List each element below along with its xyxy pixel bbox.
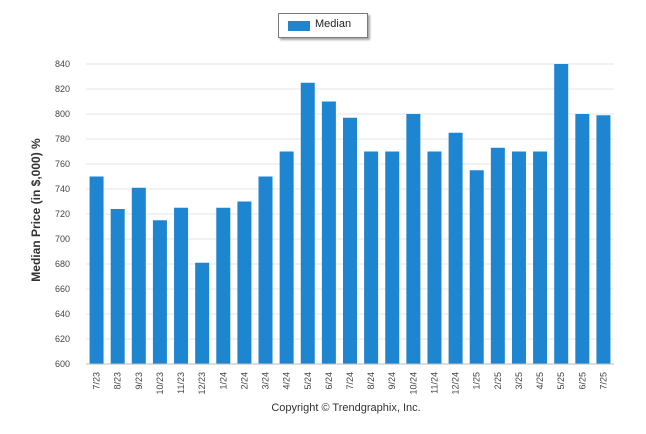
bar-5-25 [554, 64, 569, 364]
y-tick-label: 640 [55, 309, 70, 319]
y-tick-label: 720 [55, 209, 70, 219]
bar-8-23 [110, 209, 125, 364]
x-tick-label: 8/23 [113, 372, 123, 390]
x-tick-label: 5/25 [556, 372, 566, 390]
y-tick-label: 740 [55, 184, 70, 194]
bar-12-24 [448, 132, 463, 364]
y-tick-label: 760 [55, 159, 70, 169]
x-tick-label: 8/24 [366, 372, 376, 390]
y-tick-label: 600 [55, 359, 70, 369]
bar-7-24 [343, 117, 357, 364]
y-axis-title: Median Price (in $,000) % [29, 138, 43, 282]
bar-1-25 [469, 170, 484, 364]
bar-9-24 [385, 151, 400, 364]
x-tick-label: 11/23 [176, 372, 186, 394]
bar-1-24 [216, 207, 231, 364]
x-tick-label: 4/24 [282, 372, 292, 390]
x-tick-label: 7/25 [598, 372, 608, 390]
bar-5-24 [300, 82, 315, 364]
y-tick-label: 800 [55, 109, 70, 119]
y-tick-label: 820 [55, 84, 70, 94]
bar-6-25 [575, 114, 590, 364]
x-tick-label: 11/24 [429, 372, 439, 394]
bars [89, 64, 611, 364]
bar-3-25 [511, 151, 526, 364]
copyright-text: Copyright © Trendgraphix, Inc. [271, 402, 421, 414]
y-tick-label: 780 [55, 134, 70, 144]
bar-10-24 [406, 114, 421, 364]
bar-8-24 [364, 151, 379, 364]
bar-11-23 [174, 207, 189, 364]
y-tick-label: 660 [55, 284, 70, 294]
x-tick-label: 12/24 [451, 372, 461, 395]
x-tick-label: 1/25 [472, 372, 482, 390]
bar-6-24 [321, 101, 336, 364]
x-tick-label: 10/23 [155, 372, 165, 395]
x-tick-label: 2/25 [493, 372, 503, 390]
bar-7-23 [89, 176, 104, 364]
legend-swatch-median [288, 21, 310, 31]
x-tick-label: 9/24 [387, 372, 397, 390]
x-tick-label: 5/24 [303, 372, 313, 390]
y-tick-label: 840 [55, 59, 70, 69]
x-tick-label: 6/24 [324, 372, 334, 390]
x-tick-label: 10/24 [408, 372, 418, 395]
legend-label-median: Median [315, 18, 352, 30]
bar-11-24 [427, 151, 442, 364]
x-tick-label: 6/25 [577, 372, 587, 390]
bar-2-24 [237, 201, 252, 364]
bar-4-25 [533, 151, 548, 364]
y-tick-label: 680 [55, 259, 70, 269]
legend: Median [278, 13, 368, 38]
y-tick-label: 620 [55, 334, 70, 344]
x-tick-label: 12/23 [197, 372, 207, 395]
bar-3-24 [258, 176, 273, 364]
y-axis-ticks: 600 620 640 660 680 700 720 740 760 780 800 820 840 [55, 59, 70, 369]
x-tick-label: 7/24 [345, 372, 355, 390]
bar-4-24 [279, 151, 294, 364]
bar-9-23 [131, 187, 146, 364]
x-tick-label: 3/25 [514, 372, 524, 390]
bar-10-23 [152, 220, 167, 364]
bar-7-25 [596, 115, 611, 364]
x-tick-label: 1/24 [218, 372, 228, 390]
x-axis-ticks: 7/23 8/23 9/23 10/23 11/23 12/23 1/24 2/24 3/24 4… [92, 372, 609, 395]
y-tick-label: 700 [55, 234, 70, 244]
bar-2-25 [490, 147, 505, 364]
x-tick-label: 4/25 [535, 372, 545, 390]
x-tick-label: 7/23 [92, 372, 102, 390]
bar-12-23 [195, 262, 210, 364]
x-tick-label: 9/23 [134, 372, 144, 390]
x-tick-label: 2/24 [239, 372, 249, 390]
x-tick-label: 3/24 [261, 372, 271, 390]
